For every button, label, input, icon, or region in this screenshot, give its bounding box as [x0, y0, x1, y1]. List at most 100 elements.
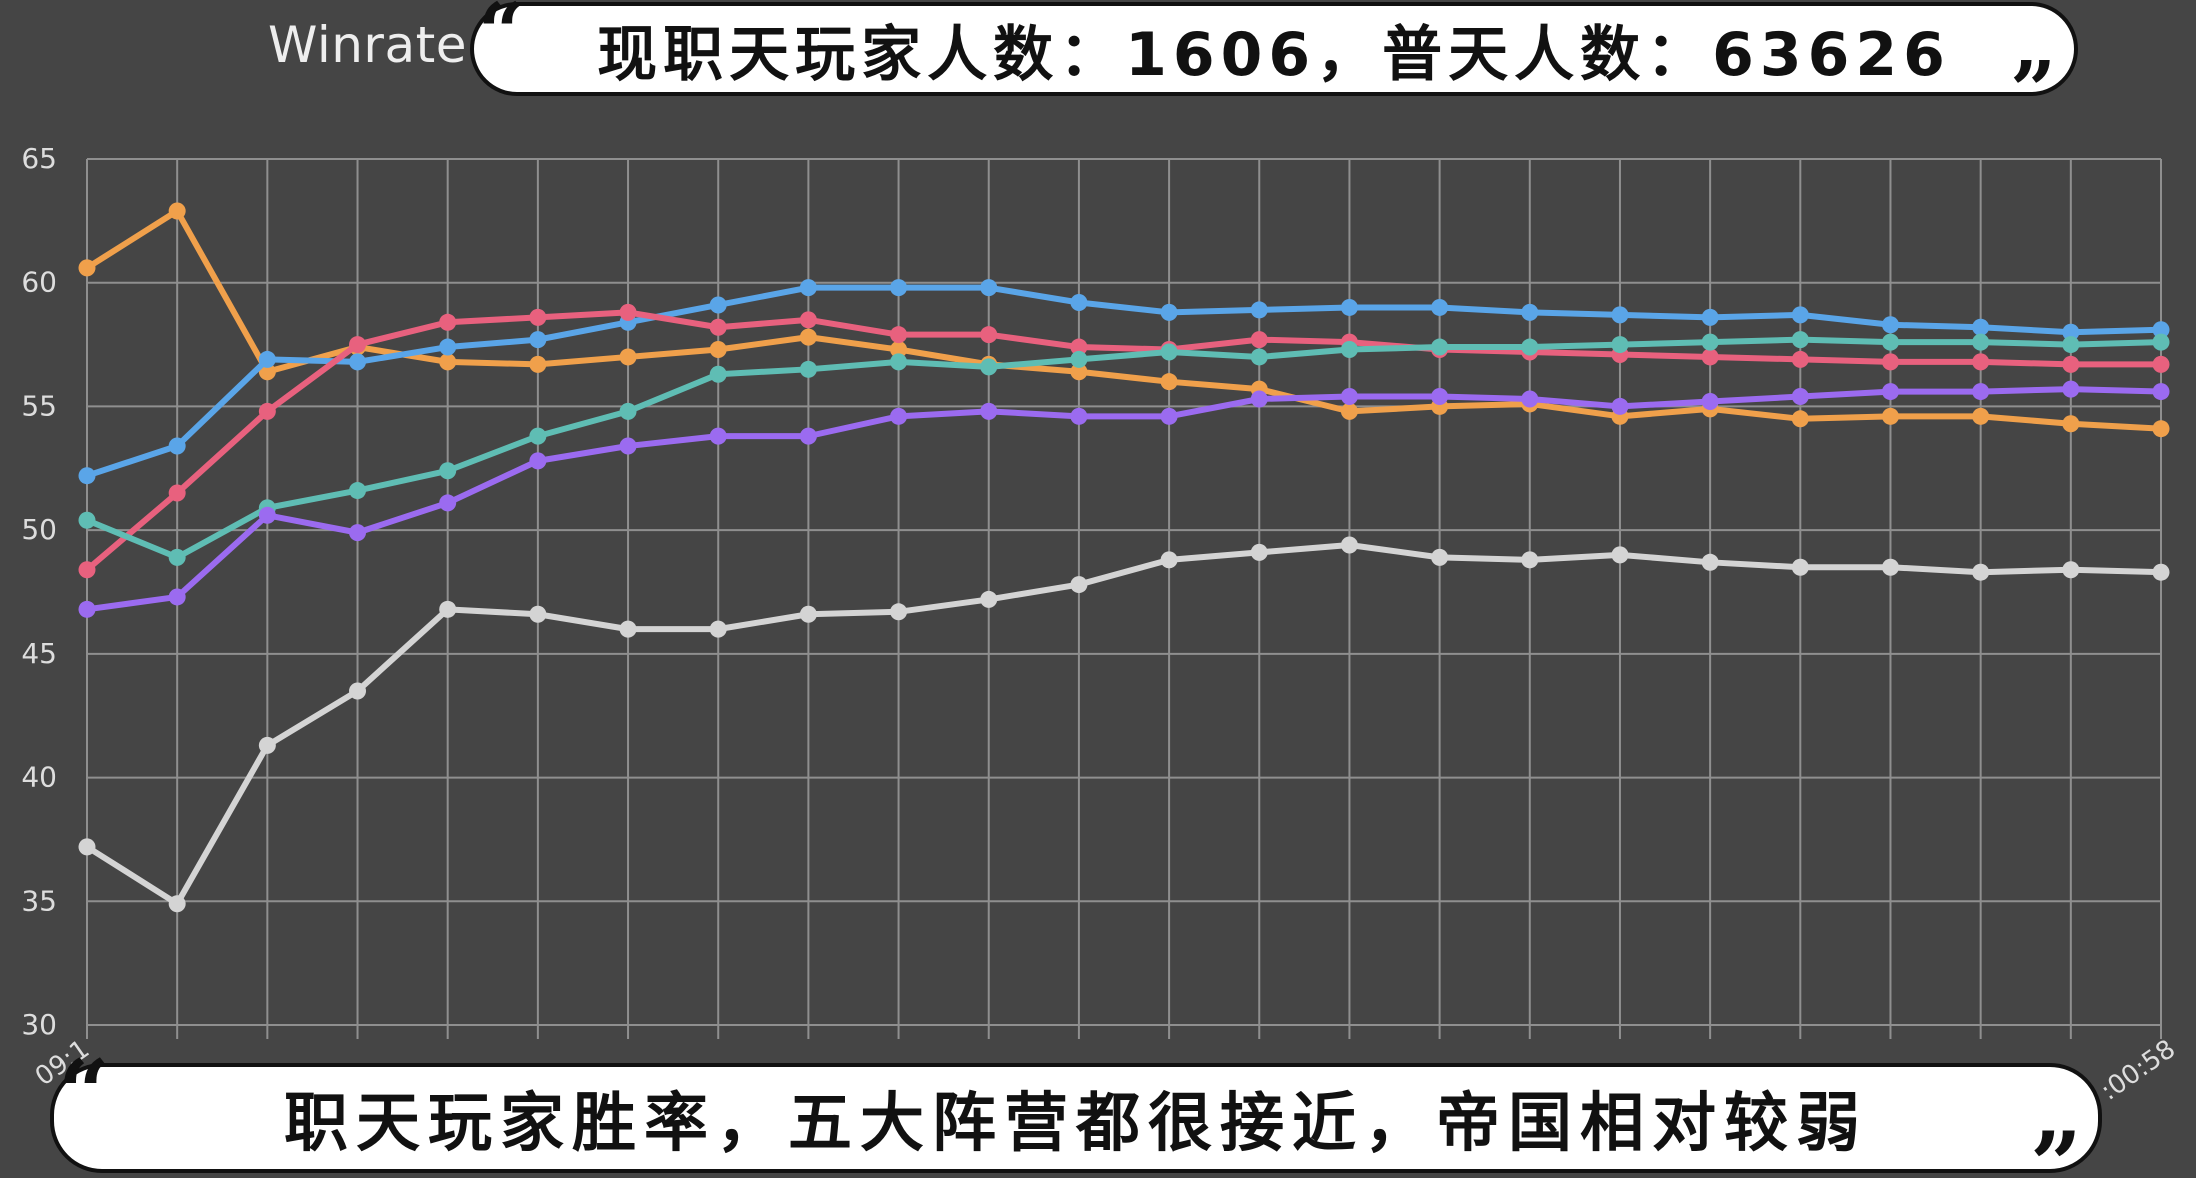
data-point — [1160, 343, 1178, 361]
data-point — [2152, 420, 2170, 438]
data-point — [1972, 318, 1990, 336]
data-point — [1611, 306, 1629, 324]
data-point — [799, 328, 817, 346]
data-point — [1160, 551, 1178, 569]
data-point — [78, 511, 96, 529]
data-point — [2152, 321, 2170, 339]
data-point — [1972, 333, 1990, 351]
series-layer — [78, 202, 2170, 913]
data-point — [1701, 308, 1719, 326]
series-line — [84, 284, 2164, 479]
data-point — [1521, 551, 1539, 569]
series-6 — [78, 536, 2170, 913]
close-quote-icon: ” — [2010, 43, 2057, 137]
caption-bubble-top: 现职天玩家人数：1606，普天人数：63626 — [470, 2, 2078, 96]
data-point — [709, 341, 727, 359]
data-point — [78, 600, 96, 618]
data-point — [1791, 306, 1809, 324]
data-point — [709, 296, 727, 314]
data-point — [349, 482, 367, 500]
chart-title: Winrate — [268, 16, 467, 74]
series-line — [84, 207, 2164, 432]
series-line — [84, 386, 2164, 613]
series-1 — [78, 202, 2170, 438]
data-point — [1340, 402, 1358, 420]
y-tick-label: 45 — [21, 637, 57, 670]
data-point — [1431, 298, 1449, 316]
data-point — [2062, 355, 2080, 373]
data-point — [1881, 383, 1899, 401]
data-point — [529, 331, 547, 349]
data-point — [1701, 553, 1719, 571]
data-point — [1070, 363, 1088, 381]
data-point — [529, 355, 547, 373]
data-point — [529, 605, 547, 623]
data-point — [1521, 390, 1539, 408]
data-point — [2152, 383, 2170, 401]
data-point — [78, 838, 96, 856]
series-5 — [78, 380, 2170, 618]
x-tick-label: :00:58 — [2095, 1034, 2181, 1107]
open-quote-icon: “ — [58, 1040, 110, 1146]
data-point — [1611, 546, 1629, 564]
data-point — [1070, 338, 1088, 356]
series-4 — [78, 331, 2170, 566]
caption-top-text: 现职天玩家人数：1606，普天人数：63626 — [597, 19, 1951, 90]
data-point — [1250, 543, 1268, 561]
data-point — [168, 437, 186, 455]
y-tick-label: 65 — [21, 142, 57, 175]
data-point — [1340, 388, 1358, 406]
data-point — [1791, 331, 1809, 349]
data-point — [619, 402, 637, 420]
data-point — [619, 348, 637, 366]
caption-bottom-text: 职天玩家胜率，五大阵营都很接近，帝国相对较弱 — [284, 1087, 1868, 1161]
data-point — [258, 402, 276, 420]
data-point — [799, 360, 817, 378]
open-quote-icon: “ — [478, 0, 525, 79]
data-point — [2062, 415, 2080, 433]
data-point — [890, 603, 908, 621]
data-point — [1611, 336, 1629, 354]
data-point — [1701, 348, 1719, 366]
data-point — [439, 353, 457, 371]
data-point — [980, 326, 998, 344]
y-tick-label: 60 — [21, 266, 57, 299]
caption-bubble-bottom: 职天玩家胜率，五大阵营都很接近，帝国相对较弱 — [50, 1063, 2102, 1173]
data-point — [168, 895, 186, 913]
data-point — [1881, 316, 1899, 334]
data-point — [258, 350, 276, 368]
data-point — [1070, 576, 1088, 594]
data-point — [439, 494, 457, 512]
data-point — [2152, 355, 2170, 373]
series-2 — [78, 279, 2170, 485]
data-point — [1791, 410, 1809, 428]
data-point — [799, 427, 817, 445]
data-point — [439, 462, 457, 480]
data-point — [799, 605, 817, 623]
data-point — [1250, 390, 1268, 408]
data-point — [1791, 388, 1809, 406]
data-point — [709, 427, 727, 445]
data-point — [349, 336, 367, 354]
data-point — [349, 353, 367, 371]
data-point — [1340, 536, 1358, 554]
data-point — [168, 484, 186, 502]
data-point — [1431, 338, 1449, 356]
data-point — [78, 467, 96, 485]
data-point — [1611, 397, 1629, 415]
data-point — [1521, 338, 1539, 356]
data-point — [258, 736, 276, 754]
data-point — [1250, 348, 1268, 366]
data-point — [2152, 333, 2170, 351]
data-point — [439, 313, 457, 331]
data-point — [709, 620, 727, 638]
y-tick-label: 50 — [21, 513, 57, 546]
y-tick-label: 30 — [21, 1008, 57, 1041]
data-point — [1881, 333, 1899, 351]
data-point — [1160, 373, 1178, 391]
data-point — [1881, 407, 1899, 425]
y-tick-label: 40 — [21, 761, 57, 794]
data-point — [1340, 298, 1358, 316]
series-line — [84, 541, 2164, 907]
data-point — [2062, 323, 2080, 341]
